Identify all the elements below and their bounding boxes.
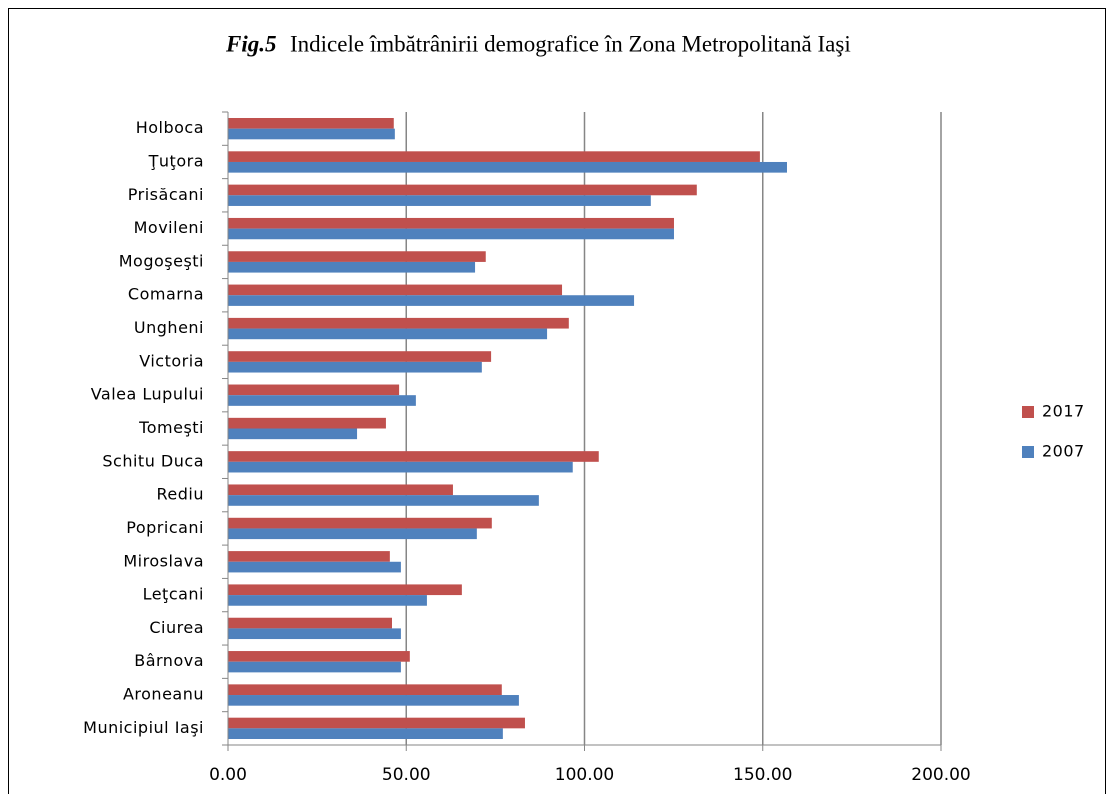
- legend-label: 2017: [1042, 402, 1085, 421]
- bar: [228, 428, 358, 440]
- bar: [228, 361, 482, 373]
- y-tick-label: Tomeşti: [138, 418, 204, 437]
- title-prefix: Fig.5: [225, 31, 276, 56]
- bar: [228, 595, 427, 606]
- y-tick-label: Movileni: [134, 218, 204, 237]
- bar: [228, 617, 392, 629]
- bar: [228, 384, 400, 396]
- bar: [228, 517, 492, 529]
- y-tick-label: Schitu Duca: [102, 451, 204, 470]
- bar: [228, 328, 548, 340]
- y-tick-label: Prisăcani: [128, 185, 204, 204]
- bar: [228, 651, 410, 662]
- x-tick-label: 200.00: [911, 765, 970, 785]
- y-tick-label: Comarna: [128, 285, 204, 304]
- bar: [228, 195, 651, 206]
- bar: [228, 495, 539, 506]
- y-tick-label: Bârnova: [134, 651, 204, 670]
- bar: [228, 484, 453, 496]
- y-tick-label: Municipiul Iaşi: [83, 718, 204, 737]
- y-tick-label: Rediu: [157, 485, 204, 504]
- bar: [228, 284, 563, 296]
- bar: [228, 128, 395, 140]
- bar: [228, 695, 519, 706]
- bar: [228, 151, 760, 162]
- bar: [228, 217, 674, 229]
- bar: [228, 451, 599, 462]
- chart-frame: [8, 8, 1106, 794]
- bar: [228, 351, 492, 362]
- bar: [228, 117, 394, 129]
- bar: [228, 251, 486, 262]
- y-tick-label: Aroneanu: [123, 685, 204, 704]
- y-tick-label: Ciurea: [149, 618, 204, 637]
- bar: [228, 661, 401, 673]
- bar: [228, 395, 416, 406]
- bar: [228, 584, 462, 596]
- y-tick-label: Miroslava: [123, 551, 204, 570]
- bar: [228, 261, 476, 273]
- bar: [228, 728, 503, 740]
- y-tick-label: Victoria: [139, 351, 204, 370]
- y-tick-label: Leţcani: [143, 585, 204, 604]
- bar: [228, 551, 390, 562]
- bar: [228, 561, 401, 573]
- x-tick-label: 0.00: [209, 765, 247, 785]
- bar: [228, 295, 635, 306]
- bar: [228, 628, 401, 640]
- bar: [228, 684, 502, 696]
- x-tick-label: 100.00: [555, 765, 614, 785]
- y-tick-label: Popricani: [126, 518, 204, 537]
- bar: [228, 161, 787, 173]
- bar: [228, 717, 525, 729]
- bar: [228, 317, 569, 329]
- bar: [228, 228, 674, 240]
- y-tick-label: Mogoşeşti: [119, 251, 204, 270]
- chart-title: Indicele îmbătrânirii demografice în Zon…: [290, 31, 851, 56]
- x-tick-label: 50.00: [382, 765, 431, 785]
- x-tick-label: 150.00: [733, 765, 792, 785]
- bar: [228, 417, 386, 429]
- legend-swatch: [1022, 446, 1034, 458]
- bar: [228, 528, 477, 540]
- legend-swatch: [1022, 406, 1034, 418]
- bar: [228, 461, 573, 473]
- y-tick-label: Ungheni: [134, 318, 204, 337]
- bar: [228, 184, 697, 196]
- y-tick-label: Ţuţora: [148, 151, 204, 170]
- y-tick-label: Valea Lupului: [91, 385, 204, 404]
- legend-label: 2007: [1042, 442, 1085, 461]
- y-tick-label: Holboca: [136, 118, 204, 137]
